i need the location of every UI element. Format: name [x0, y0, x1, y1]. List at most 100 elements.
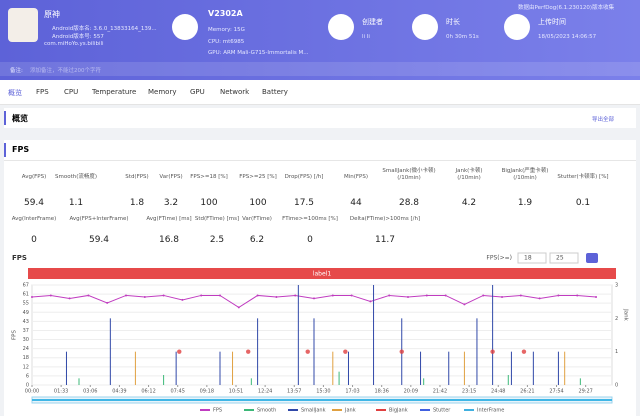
tab-bar: 概览 FPS CPU Temperature Memory GPU Network Batte… — [0, 80, 640, 105]
legend-label[interactable]: SmallJank — [301, 408, 326, 414]
device-gpu: GPU: ARM Mali-G715-Immortalis M... — [208, 50, 309, 56]
y2-tick-label: 0 — [615, 383, 618, 389]
threshold-value: 25 — [556, 255, 564, 262]
x-tick-label: 29:27 — [578, 389, 592, 395]
fps-point — [275, 296, 277, 298]
tab[interactable]: 概览 — [8, 88, 22, 98]
fps-point — [595, 296, 597, 298]
stat-label: Avg(FPS+InterFrame) — [59, 216, 139, 223]
stat-value: 0 — [270, 235, 350, 245]
stat-label: FTime>=100ms [%] — [270, 216, 350, 223]
stat-label: Stutter(卡顿率) [%] — [543, 174, 623, 181]
fps-point — [125, 294, 127, 296]
upload-icon — [504, 14, 530, 40]
fps-point — [200, 294, 202, 296]
app-package: com.miHoYo.ys.bilibili — [44, 41, 104, 47]
x-tick-label: 01:33 — [54, 389, 68, 395]
fps-point — [426, 294, 428, 296]
fps-point — [501, 296, 503, 298]
x-tick-label: 00:00 — [25, 389, 39, 395]
fps-point — [87, 294, 89, 296]
tab[interactable]: FPS — [36, 88, 49, 96]
fps-point — [482, 294, 484, 296]
fps-point — [313, 297, 315, 299]
y-tick-label: 18 — [23, 355, 29, 361]
tab[interactable]: Network — [220, 88, 249, 96]
x-tick-label: 09:18 — [200, 389, 214, 395]
fps-point — [520, 294, 522, 296]
app-name: 原神 — [44, 9, 60, 20]
app-icon — [8, 8, 38, 42]
x-tick-label: 15:30 — [316, 389, 330, 395]
legend-label[interactable]: Smooth — [257, 408, 276, 414]
legend-label[interactable]: FPS — [213, 408, 222, 414]
x-tick-label: 27:54 — [549, 389, 563, 395]
bigjank-dot — [522, 349, 526, 353]
y-tick-label: 24 — [23, 346, 29, 352]
fps-point — [219, 294, 221, 296]
tab[interactable]: Temperature — [92, 88, 136, 96]
y-tick-label: 12 — [23, 364, 29, 370]
y2-tick-label: 3 — [615, 283, 618, 289]
settings-button[interactable] — [586, 253, 598, 263]
legend-label[interactable]: InterFrame — [477, 408, 504, 414]
tab[interactable]: Battery — [262, 88, 288, 96]
fps-point — [369, 300, 371, 302]
fps-point — [463, 303, 465, 305]
fps-point — [407, 296, 409, 298]
creator-icon — [328, 14, 354, 40]
overview-section: 概览 导出全部 — [4, 108, 636, 128]
x-tick-label: 10:51 — [229, 389, 243, 395]
device-name: V2302A — [208, 9, 243, 18]
collector-note: 数据由PerfDog(6.1.230120)版本收集 — [518, 3, 614, 11]
stat-label: Delta(FTime)>100ms [/h] — [345, 216, 425, 223]
export-button[interactable]: 导出全部 — [592, 115, 614, 123]
fps-point — [332, 294, 334, 296]
bigjank-dot — [306, 349, 310, 353]
stat-value: 11.7 — [345, 235, 425, 245]
header: 原神 Android版本名: 3.6.0_13833164_139... And… — [0, 0, 640, 80]
x-tick-label: 21:42 — [433, 389, 447, 395]
chart: FPSFPS(>=)1825label106121824303743495561… — [4, 250, 636, 416]
stat-value: 0.1 — [543, 198, 623, 208]
chart-title: FPS — [12, 254, 27, 262]
legend-label[interactable]: Stutter — [433, 408, 451, 414]
app-version-name: Android版本名: 3.6.0_13833164_139... — [52, 24, 157, 32]
tab[interactable]: GPU — [190, 88, 205, 96]
x-tick-label: 17:03 — [345, 389, 359, 395]
fps-point — [539, 297, 541, 299]
fps-point — [557, 294, 559, 296]
y-tick-label: 37 — [23, 328, 29, 334]
duration-value: 0h 30m 51s — [446, 34, 479, 40]
threshold-input[interactable] — [518, 253, 546, 263]
bigjank-dot — [177, 349, 181, 353]
creator-value: li li — [362, 34, 370, 40]
x-tick-label: 23:15 — [462, 389, 476, 395]
y-axis-label: FPS — [12, 330, 18, 340]
fps-point — [576, 294, 578, 296]
threshold-input[interactable] — [550, 253, 578, 263]
x-tick-label: 03:06 — [83, 389, 97, 395]
range-slider-fill — [32, 399, 612, 401]
x-tick-label: 20:09 — [404, 389, 418, 395]
device-icon — [172, 14, 198, 40]
bigjank-dot — [490, 349, 494, 353]
x-tick-label: 18:36 — [374, 389, 388, 395]
device-memory: Memory: 15G — [208, 27, 245, 33]
tab[interactable]: CPU — [64, 88, 78, 96]
bigjank-dot — [343, 349, 347, 353]
x-tick-label: 07:45 — [170, 389, 184, 395]
y-tick-label: 6 — [26, 373, 29, 379]
note-input[interactable]: 添加备注，不能过200个字符 — [30, 66, 101, 74]
fps-point — [50, 294, 52, 296]
legend-label[interactable]: Jank — [344, 408, 356, 414]
stat-value: 59.4 — [59, 235, 139, 245]
upload-value: 18/05/2023 14:06:57 — [538, 34, 596, 40]
x-tick-label: 24:48 — [491, 389, 505, 395]
app-version-code: Android版本号: 557 — [52, 32, 104, 40]
tab[interactable]: Memory — [148, 88, 176, 96]
legend-label[interactable]: BigJank — [389, 408, 408, 414]
x-tick-label: 26:21 — [520, 389, 534, 395]
label-band-text: label1 — [313, 271, 332, 278]
y-tick-label: 55 — [23, 301, 29, 307]
